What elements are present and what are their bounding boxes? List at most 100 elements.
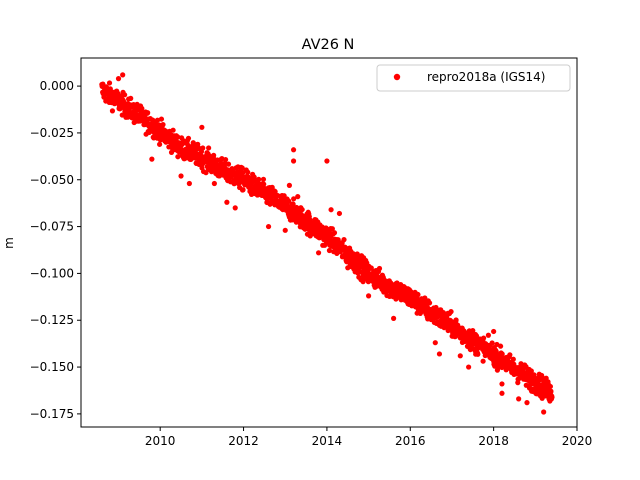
data-point <box>491 328 497 335</box>
data-point <box>128 95 134 101</box>
data-point <box>328 207 334 213</box>
data-point <box>115 76 122 82</box>
data-point <box>324 158 330 164</box>
data-point <box>145 110 151 116</box>
data-point <box>175 154 181 160</box>
data-point <box>415 292 421 298</box>
data-point <box>497 343 504 349</box>
data-point <box>524 400 530 406</box>
data-point <box>475 351 481 357</box>
data-point <box>286 182 292 188</box>
data-point <box>376 265 383 272</box>
data-point <box>499 390 505 396</box>
data-point <box>295 194 301 200</box>
y-tick-label: −0.150 <box>30 360 74 374</box>
data-point <box>341 237 347 243</box>
data-point <box>510 356 516 362</box>
data-point <box>196 145 202 151</box>
data-point <box>485 332 491 338</box>
data-point <box>457 353 463 359</box>
data-point <box>481 335 487 341</box>
data-point <box>256 176 262 182</box>
x-tick-label: 2014 <box>312 434 343 448</box>
data-point <box>331 230 338 236</box>
data-point <box>282 227 288 233</box>
data-point <box>489 340 495 346</box>
plot-frame <box>80 57 578 428</box>
data-point <box>139 105 145 112</box>
legend-label: repro2018a (IGS14) <box>427 70 545 84</box>
data-point <box>433 304 439 311</box>
data-point <box>245 169 251 175</box>
data-point <box>531 372 537 378</box>
data-point <box>548 388 554 394</box>
data-point <box>211 180 217 187</box>
data-point <box>391 315 397 321</box>
data-point <box>170 127 176 133</box>
data-point <box>185 135 192 141</box>
data-point <box>175 134 181 140</box>
legend-frame <box>376 64 571 92</box>
data-point <box>426 300 433 306</box>
data-point <box>336 210 343 217</box>
y-tick-label: −0.125 <box>30 313 74 327</box>
data-point <box>307 233 313 239</box>
y-tick-label: 0.000 <box>40 79 74 93</box>
data-point <box>239 165 245 171</box>
data-point <box>299 222 305 228</box>
x-tick-label: 2016 <box>395 434 426 448</box>
data-point <box>232 205 238 211</box>
x-tick-label: 2018 <box>478 434 509 448</box>
data-point <box>499 351 505 357</box>
data-point <box>507 352 513 358</box>
data-point <box>206 145 212 151</box>
data-point <box>225 161 232 167</box>
legend-marker <box>393 73 401 81</box>
data-point <box>290 201 296 207</box>
data-point <box>224 199 230 205</box>
data-point <box>222 157 229 163</box>
data-point <box>157 141 163 147</box>
legend: repro2018a (IGS14) <box>376 64 571 92</box>
data-point <box>178 173 184 179</box>
x-tick-label: 2020 <box>562 434 593 448</box>
data-point <box>199 124 205 130</box>
data-point <box>260 176 267 182</box>
data-point <box>291 196 297 202</box>
data-point <box>109 108 116 114</box>
data-point <box>466 364 472 370</box>
data-point <box>432 340 438 346</box>
y-axis-label: m <box>2 237 16 249</box>
data-point <box>326 247 333 254</box>
y-tick-label: −0.050 <box>30 173 74 187</box>
data-point <box>329 226 335 232</box>
data-point <box>345 265 351 271</box>
data-point <box>436 351 443 357</box>
x-tick-label: 2012 <box>228 434 259 448</box>
data-point <box>149 156 155 162</box>
data-point <box>160 121 166 128</box>
data-point <box>516 396 522 402</box>
data-point <box>470 328 476 334</box>
y-axis: 0.000 −0.025 −0.050 −0.075 −0.100 −0.125 −0.15… <box>30 79 81 421</box>
data-point <box>473 333 480 339</box>
y-tick-label: −0.075 <box>30 220 74 234</box>
data-point <box>499 381 505 387</box>
data-points-layer <box>99 72 555 415</box>
data-point <box>106 80 113 86</box>
data-point <box>154 117 161 123</box>
x-axis: 2010 2012 2014 2016 2018 2020 <box>145 427 592 448</box>
data-point <box>265 223 272 230</box>
data-point <box>286 198 292 204</box>
data-point <box>290 158 297 164</box>
data-point <box>240 187 246 193</box>
y-tick-label: −0.025 <box>30 126 74 140</box>
data-point <box>251 174 257 180</box>
data-point <box>158 116 165 122</box>
y-tick-label: −0.175 <box>30 407 74 421</box>
data-point <box>120 72 126 78</box>
data-point <box>122 92 128 98</box>
y-tick-label: −0.100 <box>30 266 74 280</box>
data-point <box>528 368 534 374</box>
